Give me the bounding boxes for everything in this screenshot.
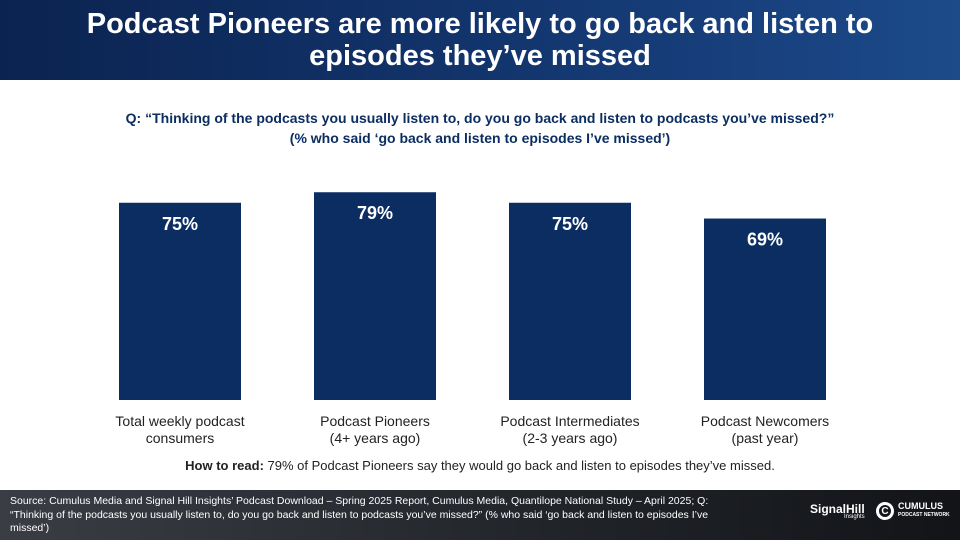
category-label-4: Podcast Newcomers (past year) [701,413,829,446]
how-to-read: How to read: 79% of Podcast Pioneers say… [40,458,920,473]
cumulus-logo-sub: PODCAST NETWORK [898,512,950,518]
source-note: Source: Cumulus Media and Signal Hill In… [10,495,709,534]
bar-1 [119,202,241,400]
cumulus-c-icon: C [876,502,894,520]
data-label-2: 79% [357,203,393,223]
signal-hill-logo: SignalHill Insights [810,502,865,520]
cumulus-logo-text: CUMULUS [898,501,943,511]
category-label-line: Total weekly podcast [115,413,244,429]
data-label-3: 75% [552,214,588,234]
how-to-read-label: How to read: [185,458,264,473]
category-label-line: consumers [146,430,214,446]
category-label-line: Podcast Intermediates [500,413,639,429]
cumulus-logo: C CUMULUS PODCAST NETWORK [876,502,950,520]
question-text: Q: “Thinking of the podcasts you usually… [40,108,920,148]
data-label-4: 69% [747,230,783,250]
question-line-2: (% who said ‘go back and listen to episo… [289,130,671,146]
category-label-line: (4+ years ago) [330,430,421,446]
bar-4 [704,218,826,400]
category-label-line: (2-3 years ago) [523,430,618,446]
data-label-1: 75% [162,214,198,234]
question-line-1: Q: “Thinking of the podcasts you usually… [125,110,835,126]
category-label-line: (past year) [732,430,799,446]
bar-chart: 75% Total weekly podcast consumers 79% Podca… [115,192,829,446]
category-label-line: Podcast Newcomers [701,413,829,429]
signal-hill-logo-sub: Insights [844,514,865,520]
category-label-2: Podcast Pioneers (4+ years ago) [320,413,430,446]
how-to-read-text: 79% of Podcast Pioneers say they would g… [263,458,775,473]
bar-2 [314,192,436,400]
title-banner: Podcast Pioneers are more likely to go b… [0,0,960,80]
category-label-1: Total weekly podcast consumers [115,413,244,446]
footer-bar: Source: Cumulus Media and Signal Hill In… [0,490,960,540]
category-label-line: Podcast Pioneers [320,413,430,429]
category-label-3: Podcast Intermediates (2-3 years ago) [500,413,639,446]
bar-3 [509,202,631,400]
page-title: Podcast Pioneers are more likely to go b… [86,8,874,72]
signal-hill-logo-text: SignalHill [810,502,865,516]
